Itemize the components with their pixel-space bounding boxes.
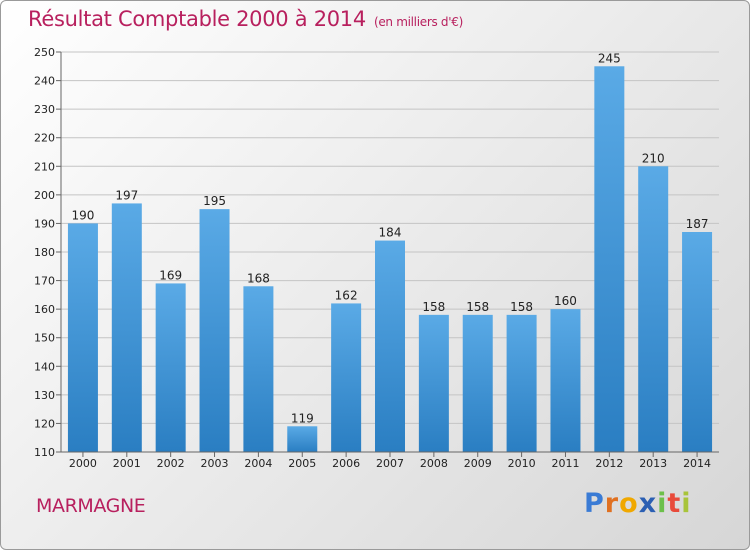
logo-letter: r (604, 488, 620, 519)
x-tick-label: 2014 (683, 457, 711, 470)
y-tick-label: 120 (34, 417, 55, 430)
bar-2009 (462, 314, 493, 452)
x-tick-label: 2005 (288, 457, 316, 470)
bar-2000 (67, 223, 98, 452)
y-tick-label: 150 (34, 332, 55, 345)
x-tick-label: 2007 (376, 457, 404, 470)
data-label-2007: 184 (379, 226, 402, 240)
data-label-2001: 197 (115, 188, 138, 202)
x-axis: 2000 2001 2002 2003 2004 2005 2006 2007 2008 2009… (61, 451, 719, 470)
bar-2010 (506, 314, 537, 452)
data-label-2002: 169 (159, 268, 182, 282)
data-label-2014: 187 (686, 217, 709, 231)
bar-2007 (375, 240, 405, 452)
chart-subtitle: (en milliers d'€) (373, 15, 463, 29)
x-tick-label: 2001 (113, 457, 141, 470)
x-tick-label: 2008 (420, 457, 448, 470)
logo-letter: o (619, 488, 639, 519)
data-label-2000: 190 (71, 208, 94, 222)
bar-2001 (111, 203, 142, 452)
place-name: MARMAGNE (36, 495, 146, 517)
y-tick-label: 110 (34, 446, 55, 459)
y-tick-label: 140 (34, 360, 55, 373)
y-tick-label: 210 (34, 160, 55, 173)
logo-letter: P (584, 488, 605, 519)
data-label-2005: 119 (291, 411, 314, 425)
y-tick-label: 240 (34, 75, 55, 88)
bar-2008 (418, 314, 449, 452)
logo-letter: x (638, 488, 658, 519)
y-tick-label: 250 (34, 46, 55, 59)
x-tick-label: 2013 (639, 457, 667, 470)
x-tick-label: 2012 (595, 457, 623, 470)
bar-2002 (155, 283, 186, 452)
data-label-2006: 162 (335, 288, 358, 302)
x-tick-label: 2000 (69, 457, 97, 470)
x-tick-label: 2011 (551, 457, 579, 470)
data-label-2004: 168 (247, 271, 270, 285)
bar-2006 (331, 303, 362, 452)
logo-letter: i (681, 488, 692, 519)
y-axis: 110 120 130 140 150 160 170 180 190 200 210 220 230 2… (34, 46, 62, 459)
logo-letter: t (667, 488, 682, 519)
x-tick-label: 2003 (201, 457, 229, 470)
bar-2011 (550, 309, 581, 452)
data-label-2010: 158 (510, 300, 533, 314)
bar-2004 (243, 286, 274, 452)
y-tick-label: 220 (34, 132, 55, 145)
x-tick-label: 2010 (508, 457, 536, 470)
x-tick-label: 2004 (244, 457, 272, 470)
chart-title: Résultat Comptable 2000 à 2014 (en millie… (28, 7, 463, 31)
y-tick-label: 130 (34, 389, 55, 402)
x-tick-label: 2009 (464, 457, 492, 470)
proxiti-logo: Proxiti (584, 488, 692, 519)
data-label-2013: 210 (642, 151, 665, 165)
chart-title-text: Résultat Comptable 2000 à 2014 (28, 7, 366, 31)
data-label-2009: 158 (466, 300, 489, 314)
bar-2014 (682, 232, 713, 452)
y-tick-label: 180 (34, 246, 55, 259)
bar-2012 (594, 66, 625, 453)
y-tick-label: 200 (34, 189, 55, 202)
y-tick-label: 160 (34, 303, 55, 316)
data-label-2003: 195 (203, 194, 226, 208)
y-tick-label: 190 (34, 217, 55, 230)
y-tick-label: 230 (34, 103, 55, 116)
data-label-2011: 160 (554, 294, 577, 308)
bars: 190 197 169 195 168 119 162 184 158 158 158 160 245 2… (67, 51, 713, 453)
bar-2013 (638, 166, 669, 453)
x-tick-label: 2002 (157, 457, 185, 470)
logo-letter: i (657, 488, 668, 519)
bar-2005 (287, 426, 318, 452)
bar-2003 (199, 209, 230, 452)
x-tick-label: 2006 (332, 457, 360, 470)
data-label-2008: 158 (422, 300, 445, 314)
y-tick-label: 170 (34, 275, 55, 288)
data-label-2012: 245 (598, 51, 621, 65)
